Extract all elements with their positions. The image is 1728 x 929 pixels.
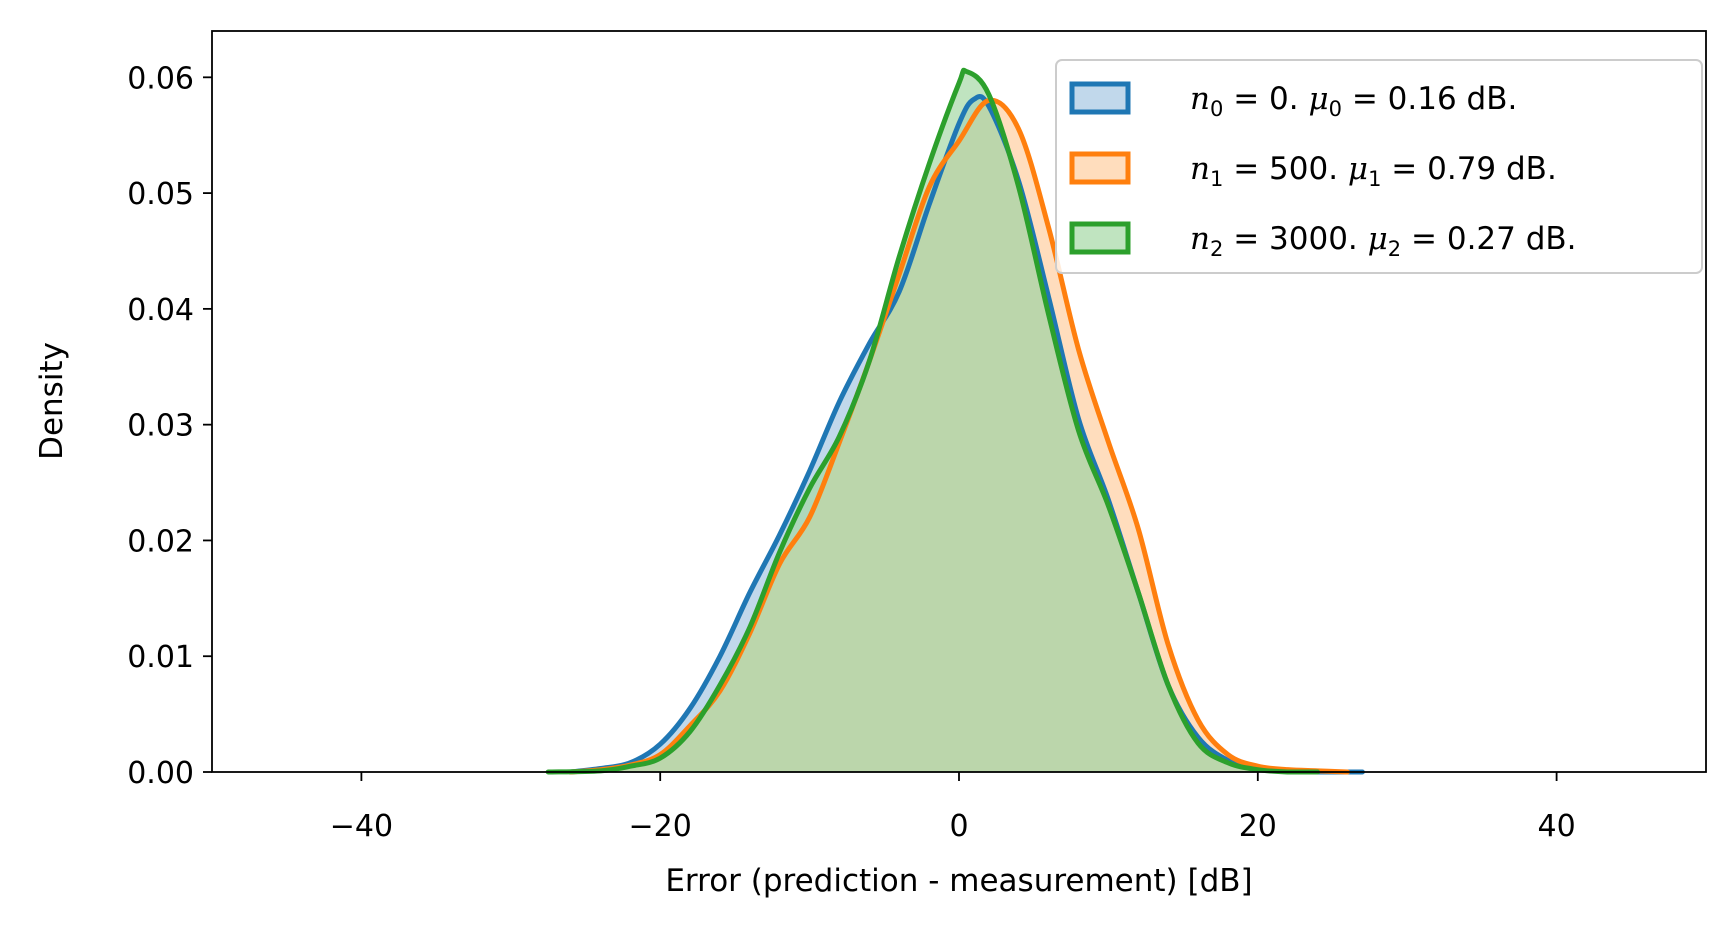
legend-entry-1: n1 = 500. μ1 = 0.79 dB. <box>1190 151 1557 191</box>
legend-frame <box>1055 59 1703 274</box>
y-tick-label: 0.05 <box>127 177 194 212</box>
y-tick-label: 0.03 <box>127 409 194 444</box>
y-tick-label: 0.00 <box>127 756 194 791</box>
x-tick-label: 0 <box>949 809 968 844</box>
y-axis-label: Density <box>34 342 70 460</box>
x-tick-label: −20 <box>629 809 692 844</box>
legend-entry-2: n2 = 3000. μ2 = 0.27 dB. <box>1190 221 1577 261</box>
x-tick-label: −40 <box>330 809 393 844</box>
legend-swatch-1 <box>1069 151 1131 185</box>
x-tick-label: 20 <box>1239 809 1277 844</box>
series-2-line <box>545 67 1321 775</box>
y-tick-label: 0.01 <box>127 640 194 675</box>
legend-swatch-0 <box>1069 81 1131 115</box>
series-lines <box>545 67 1365 775</box>
x-axis-label: Error (prediction - measurement) [dB] <box>665 863 1252 899</box>
legend-swatch-2 <box>1069 221 1131 255</box>
legend-entry-0: n0 = 0. μ0 = 0.16 dB. <box>1190 81 1517 121</box>
y-tick-label: 0.04 <box>127 293 194 328</box>
x-axis-ticks: −40 −20 0 20 40 <box>330 772 1576 844</box>
x-tick-label: 40 <box>1538 809 1576 844</box>
series-2-area <box>548 70 1318 772</box>
legend: n0 = 0. μ0 = 0.16 dB. n1 = 500. μ1 = 0.79… <box>1055 59 1703 274</box>
y-tick-label: 0.02 <box>127 524 194 559</box>
y-axis-ticks: 0.00 0.01 0.02 0.03 0.04 0.05 0.06 <box>127 61 212 791</box>
y-tick-label: 0.06 <box>127 61 194 96</box>
